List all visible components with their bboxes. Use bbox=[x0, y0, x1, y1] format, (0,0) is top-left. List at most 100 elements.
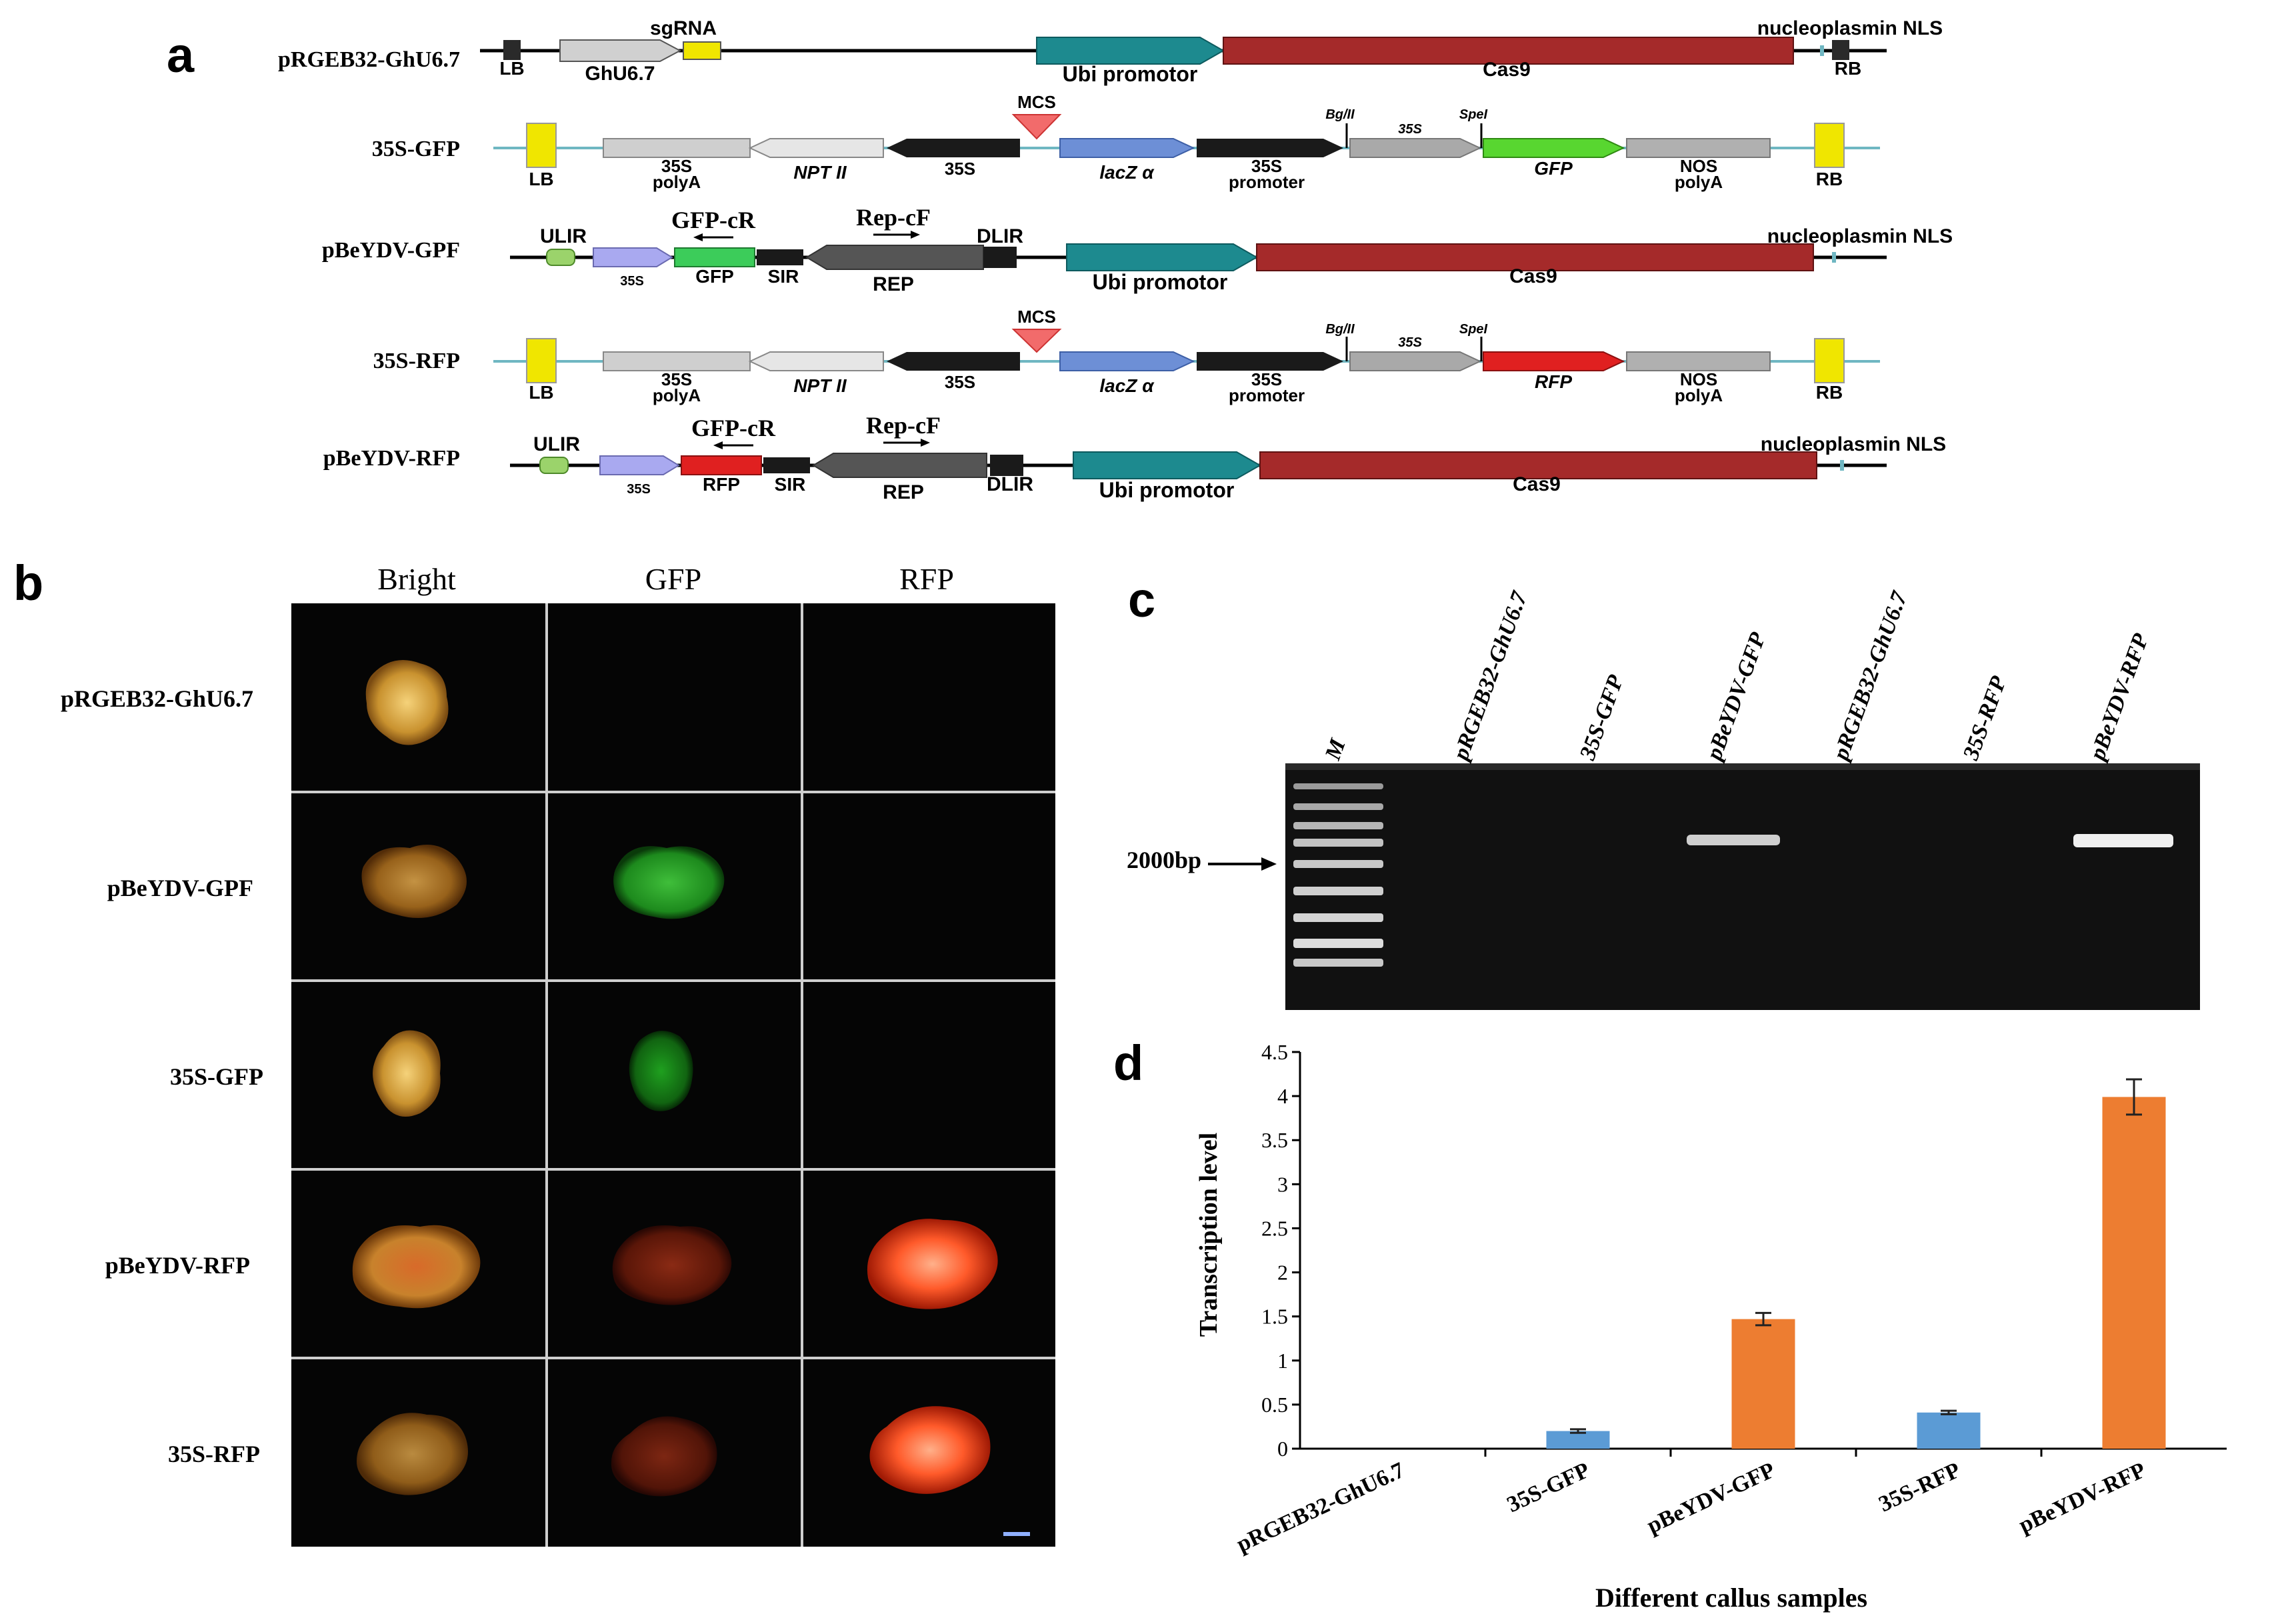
sir-box bbox=[757, 249, 803, 265]
y-tick-label: 4 bbox=[1277, 1084, 1288, 1108]
prom35s-label-2: promoter bbox=[1229, 172, 1305, 192]
nls-mark bbox=[1840, 460, 1844, 471]
ubi-arrow bbox=[1066, 243, 1259, 271]
callus-bright-4 bbox=[352, 1225, 481, 1309]
nos-label-2: polyA bbox=[1675, 385, 1723, 405]
nptii-label: NPT II bbox=[793, 375, 847, 396]
dlir-box bbox=[990, 455, 1023, 476]
spei-label: SpeI bbox=[1459, 322, 1488, 337]
callus-rfp-4a bbox=[612, 1225, 732, 1305]
construct-pBeYDV-RFP: pBeYDV-RFP ULIR 35S RFP SIR GFP-cR REP R… bbox=[323, 412, 1946, 503]
band-pBeYDV-GFP bbox=[1687, 835, 1780, 845]
ghu6-arrow bbox=[559, 39, 682, 62]
callus-rfp-5a bbox=[611, 1416, 717, 1497]
p35s-arrow bbox=[599, 455, 680, 475]
reporter-label: RFP bbox=[703, 474, 740, 495]
panel-label-b: b bbox=[13, 555, 43, 611]
primer-f-label: Rep-cF bbox=[866, 412, 941, 439]
nptii-label: NPT II bbox=[793, 162, 847, 183]
mcs-label: MCS bbox=[1017, 307, 1056, 327]
primer-f-label: Rep-cF bbox=[856, 204, 931, 231]
ubi-label: Ubi promotor bbox=[1063, 62, 1198, 86]
y-axis-title: Transcription level bbox=[1195, 1133, 1223, 1337]
bglii-label: Bg/II bbox=[1325, 322, 1355, 337]
construct-name: pBeYDV-GPF bbox=[322, 238, 460, 263]
sir-label: SIR bbox=[768, 266, 799, 287]
dlir-label: DLIR bbox=[977, 225, 1023, 247]
p35s-label: 35S bbox=[620, 274, 644, 289]
ubi-label: Ubi promotor bbox=[1093, 270, 1228, 294]
polyA-label-1: 35S bbox=[661, 369, 692, 389]
callus-bright-5 bbox=[357, 1413, 468, 1495]
prom35s-arrow bbox=[1197, 139, 1343, 157]
cas9-box bbox=[1223, 37, 1794, 65]
ulir-box bbox=[539, 457, 569, 474]
rb-label: RB bbox=[1816, 382, 1843, 403]
ubi-arrow bbox=[1036, 37, 1225, 65]
ulir-label: ULIR bbox=[533, 433, 580, 455]
nos-box bbox=[1626, 351, 1771, 371]
ulir-label: ULIR bbox=[540, 225, 587, 247]
polyA-label-2: polyA bbox=[653, 385, 701, 405]
p35s-arrow bbox=[593, 247, 673, 267]
sgrna-box bbox=[683, 41, 721, 60]
nls-mark bbox=[1820, 45, 1824, 56]
column-header-gfp: GFP bbox=[645, 562, 701, 596]
nos-label-1: NOS bbox=[1680, 156, 1717, 176]
construct-name: 35S-GFP bbox=[372, 137, 460, 161]
rb-box bbox=[1814, 338, 1845, 383]
column-header-bright: Bright bbox=[377, 562, 456, 596]
rep-label: REP bbox=[873, 273, 914, 295]
gfp-label: GFP bbox=[1534, 158, 1573, 179]
nls-mark bbox=[1832, 252, 1836, 263]
callus-gfp-3 bbox=[629, 1031, 693, 1111]
s35-arrow bbox=[887, 352, 1020, 371]
s35b-arrow bbox=[1349, 351, 1482, 371]
construct-name: 35S-RFP bbox=[373, 349, 460, 373]
prom35s-label-1: 35S bbox=[1251, 156, 1282, 176]
rep-arrow bbox=[812, 453, 987, 478]
scale-bar bbox=[1003, 1532, 1030, 1536]
s35-label: 35S bbox=[945, 372, 975, 392]
sgrna-label: sgRNA bbox=[650, 17, 717, 39]
construct-name: pRGEB32-GhU6.7 bbox=[278, 47, 460, 72]
rb-label: RB bbox=[1816, 169, 1843, 189]
ubi-arrow bbox=[1073, 451, 1262, 479]
callus-bright-3 bbox=[373, 1030, 441, 1117]
bar bbox=[1917, 1412, 1981, 1449]
gfp-arrow bbox=[1483, 138, 1625, 158]
bar bbox=[1731, 1319, 1795, 1449]
prom35s-arrow bbox=[1197, 352, 1343, 371]
lacz-label: lacZ α bbox=[1099, 375, 1155, 396]
y-tick-label: 0.5 bbox=[1261, 1393, 1288, 1417]
lacz-arrow bbox=[1059, 351, 1195, 371]
rfp-arrow bbox=[1483, 351, 1625, 371]
cas9-label: Cas9 bbox=[1509, 265, 1557, 287]
row-label-4: pBeYDV-RFP bbox=[105, 1252, 250, 1279]
polyA-label-1: 35S bbox=[661, 156, 692, 176]
polyA-box bbox=[603, 138, 751, 158]
ulir-box bbox=[546, 249, 575, 266]
callus-bright-2 bbox=[361, 845, 467, 918]
panel-label-c: c bbox=[1128, 572, 1155, 627]
lb-label: LB bbox=[499, 58, 524, 79]
callus-rfp-5b bbox=[869, 1406, 991, 1494]
y-tick-label: 3 bbox=[1277, 1172, 1288, 1196]
bar bbox=[2102, 1097, 2166, 1449]
dlir-box bbox=[983, 247, 1017, 268]
y-tick-label: 1 bbox=[1277, 1349, 1288, 1373]
column-header-rfp: RFP bbox=[899, 562, 954, 596]
s35b-label: 35S bbox=[1398, 122, 1422, 137]
construct-pRGEB32: pRGEB32-GhU6.7 LB GhU6.7 sgRNA Ubi promo… bbox=[278, 17, 1943, 86]
bglii-label: Bg/II bbox=[1325, 107, 1355, 122]
lb-label: LB bbox=[529, 382, 553, 403]
rb-box bbox=[1832, 40, 1849, 60]
construct-name: pBeYDV-RFP bbox=[323, 446, 460, 471]
s35b-arrow bbox=[1349, 138, 1482, 158]
rep-label: REP bbox=[883, 481, 924, 503]
y-tick-label: 3.5 bbox=[1261, 1128, 1288, 1152]
band-pBeYDV-RFP bbox=[2073, 834, 2173, 847]
lacz-arrow bbox=[1059, 138, 1195, 158]
lb-box bbox=[526, 338, 557, 383]
